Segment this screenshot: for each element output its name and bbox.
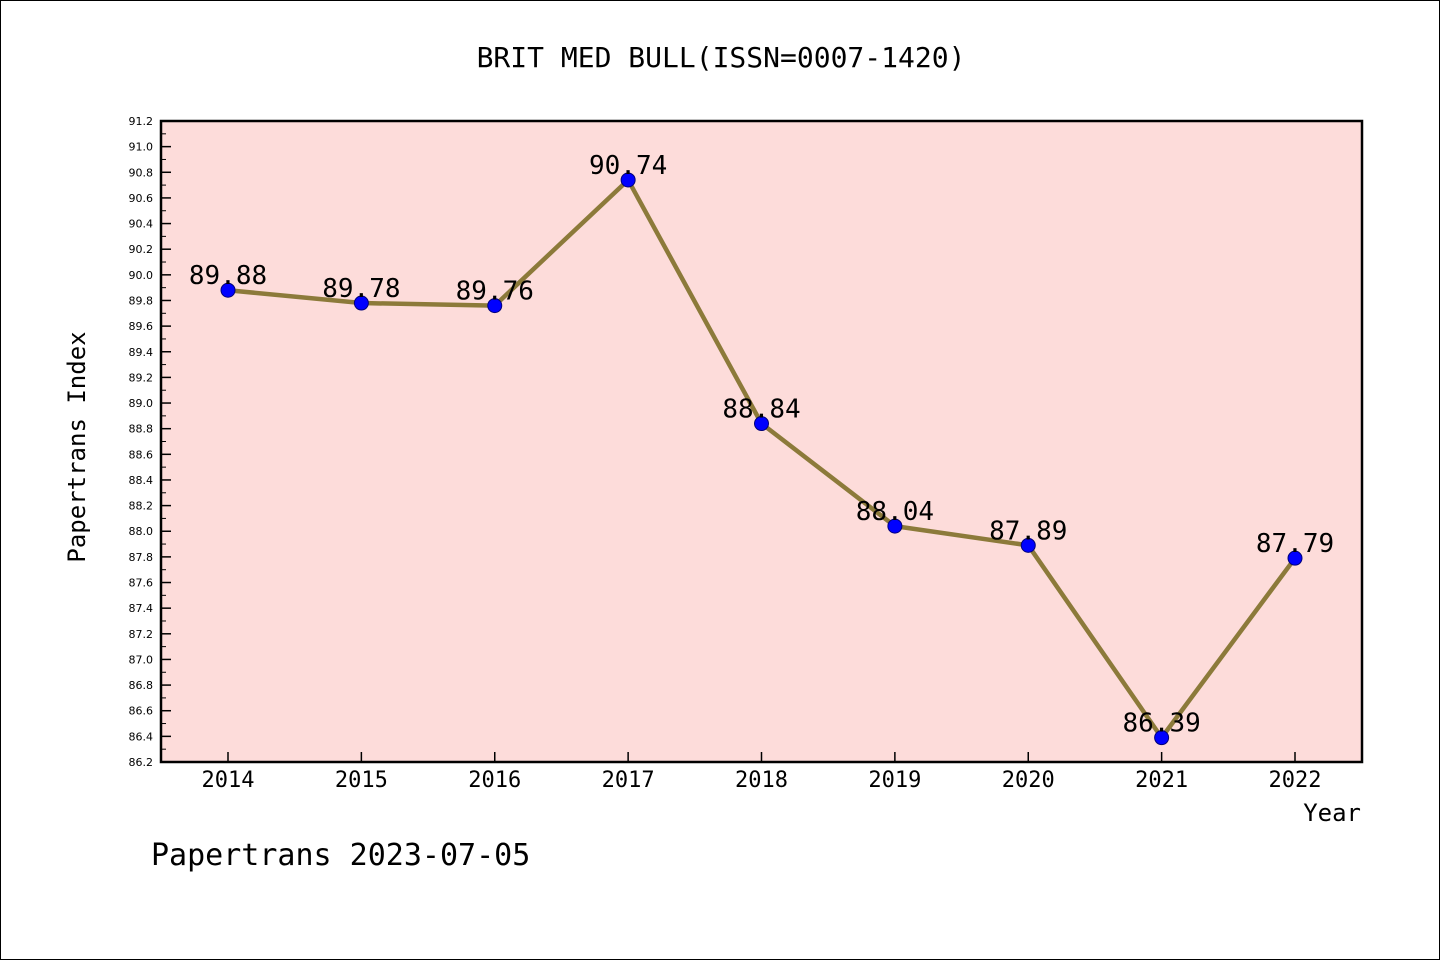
y-tick-label: 88.4 <box>129 474 154 487</box>
series-line-group <box>220 172 1303 746</box>
data-label: 87.89 <box>989 516 1067 546</box>
y-tick-label: 88.8 <box>129 423 154 436</box>
y-tick-label: 90.0 <box>129 269 154 282</box>
y-tick-label: 86.8 <box>129 679 154 692</box>
data-label: 89.88 <box>189 261 267 291</box>
x-axis-label: Year <box>1303 799 1361 827</box>
y-tick-label: 86.2 <box>129 756 154 769</box>
y-tick-label: 88.0 <box>129 525 154 538</box>
data-label: 89.78 <box>322 274 400 304</box>
x-tick-label: 2020 <box>1002 768 1055 793</box>
data-point <box>220 282 236 298</box>
data-labels: 89.88 89.78 89.76 90.74 88.84 88.04 87.89 86.39… <box>189 151 1334 739</box>
y-tick-label: 89.6 <box>129 320 154 333</box>
y-tick-label: 87.6 <box>129 577 154 590</box>
y-tick-label: 87.4 <box>129 602 154 615</box>
y-axis-label: Papertrans Index <box>63 331 91 562</box>
plot-area <box>159 119 1364 764</box>
data-label: 87.79 <box>1256 529 1334 559</box>
x-tick-label: 2019 <box>868 768 921 793</box>
y-tick-label: 86.4 <box>129 730 154 743</box>
data-point <box>754 416 769 432</box>
data-point <box>1020 537 1036 553</box>
x-tick-label: 2016 <box>468 768 521 793</box>
data-label: 89.76 <box>456 277 534 307</box>
y-tick-label: 88.6 <box>129 448 154 461</box>
y-tick-label: 91.2 <box>129 115 154 128</box>
data-point <box>620 172 636 188</box>
x-tick-label: 2018 <box>735 768 788 793</box>
data-label: 90.74 <box>589 151 667 181</box>
y-tick-label: 90.2 <box>129 243 154 256</box>
x-tick-label: 2021 <box>1135 768 1188 793</box>
y-tick-label: 91.0 <box>129 141 154 154</box>
data-point <box>487 298 503 314</box>
y-tick-label: 87.2 <box>129 628 154 641</box>
y-tick-label: 89.2 <box>129 371 154 384</box>
data-label: 86.39 <box>1122 709 1200 739</box>
y-tick-label: 90.6 <box>129 192 154 205</box>
x-tick-label: 2014 <box>202 768 255 793</box>
y-tick-label: 89.8 <box>129 294 154 307</box>
data-point <box>353 295 369 311</box>
y-tick-label: 88.2 <box>129 500 154 513</box>
data-point <box>1154 730 1170 746</box>
y-tick-label: 87.8 <box>129 551 154 564</box>
y-tick-label: 89.0 <box>129 397 154 410</box>
data-label: 88.84 <box>722 395 800 425</box>
x-tick-label: 2022 <box>1269 768 1322 793</box>
x-axis-ticks: 2014 2015 2016 2017 2018 2019 2020 2021 2022 <box>202 752 1322 793</box>
y-tick-label: 86.6 <box>129 705 154 718</box>
data-point <box>887 518 903 534</box>
y-tick-label: 87.0 <box>129 653 154 666</box>
x-tick-label: 2015 <box>335 768 388 793</box>
y-tick-label: 90.8 <box>129 166 154 179</box>
footer-text: Papertrans 2023-07-05 <box>151 838 530 873</box>
y-tick-label: 90.4 <box>129 218 154 231</box>
chart-title: BRIT MED BULL(ISSN=0007-1420) <box>477 41 966 74</box>
x-tick-label: 2017 <box>602 768 655 793</box>
y-axis-ticks: 86.2 86.4 86.6 86.8 87.0 87.2 87.4 87.6 87.8 88.0… <box>129 115 171 769</box>
data-label: 88.04 <box>856 497 934 527</box>
y-tick-label: 89.4 <box>129 346 154 359</box>
data-point <box>1287 550 1303 566</box>
